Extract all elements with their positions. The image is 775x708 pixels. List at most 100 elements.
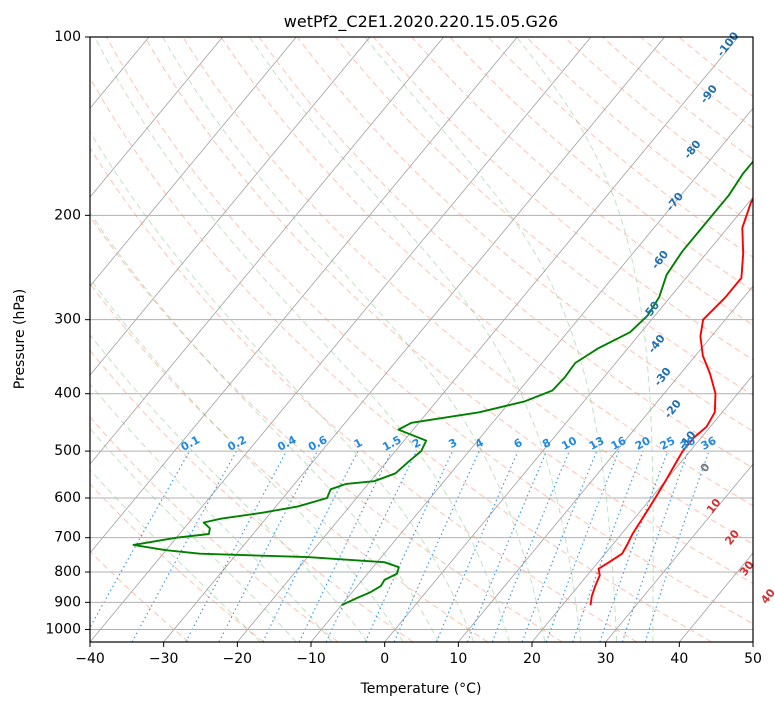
mixing-ratio-line (466, 450, 548, 642)
dry-adiabat-label: -40 (645, 332, 668, 356)
dry-adiabat-line (90, 483, 264, 642)
isotherm-line (310, 107, 753, 642)
dry-adiabat-label: 10 (704, 496, 724, 516)
mixing-ratio-label: 36 (699, 434, 719, 453)
dry-adiabat-line (373, 37, 753, 361)
moist-adiabat-line (94, 37, 510, 642)
temperature-line (589, 197, 753, 606)
dry-adiabat-line (90, 76, 712, 642)
moist-adiabat-line (90, 383, 333, 642)
isotherm-line (237, 37, 739, 642)
dry-adiabat-line (90, 282, 488, 642)
y-tick-label: 400 (54, 386, 81, 402)
dry-adiabat-label: -90 (698, 82, 721, 106)
isotherm-line (90, 37, 444, 465)
mixing-ratio-label: 25 (658, 434, 678, 453)
x-axis-label: Temperature (°C) (360, 681, 482, 697)
mixing-ratio-label: 4 (473, 436, 486, 451)
mixing-ratio-label: 3 (446, 436, 459, 451)
y-tick-label: 200 (54, 207, 81, 223)
moist-adiabat-line (364, 37, 618, 642)
mixing-ratio-line (185, 450, 287, 642)
isotherm-line (0, 37, 2, 642)
dry-adiabat-line (296, 37, 753, 432)
mixing-ratio-line (393, 450, 480, 642)
x-tick-label: 20 (523, 651, 541, 667)
dry-adiabat-label: -100 (714, 29, 741, 59)
y-tick-label: 800 (54, 564, 81, 580)
mixing-ratio-line (298, 450, 393, 642)
dry-adiabat-line (90, 147, 638, 642)
dry-adiabat-line (602, 37, 753, 161)
dry-adiabat-line (487, 37, 753, 258)
moist-adiabat-line (249, 37, 582, 642)
dry-adiabat-line (220, 37, 753, 507)
isotherm-line (163, 37, 665, 642)
mixing-ratio-line (545, 450, 620, 642)
isotherm-line (531, 374, 753, 642)
mixing-ratio-line (644, 450, 710, 642)
isotherm-line (605, 463, 753, 642)
y-tick-label: 900 (54, 594, 81, 610)
dry-adiabat-line (90, 550, 190, 642)
isotherm-line (90, 37, 592, 642)
mixing-ratio-line (90, 450, 191, 629)
moist-adiabat-line (90, 211, 439, 642)
dry-adiabat-line (90, 215, 563, 642)
x-tick-label: −10 (296, 651, 326, 667)
y-tick-label: 100 (54, 29, 81, 45)
mixing-ratio-label: 6 (512, 436, 525, 451)
mixing-ratio-line (435, 450, 519, 642)
dry-adiabat-label: -60 (649, 248, 672, 272)
dewpoint-line (132, 160, 753, 607)
chart-title: wetPf2_C2E1.2020.220.15.05.G26 (284, 12, 558, 32)
isotherm-line (384, 196, 753, 642)
mixing-ratio-label: 13 (587, 434, 607, 453)
isotherm-line (90, 37, 518, 554)
moist-adiabat-line (516, 37, 654, 642)
mixing-ratio-line (572, 450, 644, 642)
isotherm-line (90, 37, 297, 287)
dry-adiabat-line (449, 37, 753, 292)
y-axis-label: Pressure (hPa) (12, 289, 28, 389)
mixing-ratio-line (325, 450, 417, 642)
mixing-ratio-label: 30 (678, 434, 698, 453)
x-tick-label: −40 (75, 651, 105, 667)
mixing-ratio-label: 1 (352, 436, 365, 451)
mixing-ratio-line (262, 450, 359, 642)
dry-adiabat-label: 40 (758, 586, 775, 606)
mixing-ratio-label: 10 (559, 434, 579, 453)
mixing-ratio-label: 8 (540, 436, 553, 451)
y-tick-label: 1000 (45, 621, 81, 637)
x-axis-ticks: −40 −30 −20 −10 0 10 20 30 40 50 (75, 642, 762, 667)
dry-adiabat-line (90, 349, 414, 642)
x-tick-label: 40 (670, 651, 688, 667)
isotherm-line (679, 552, 753, 642)
x-tick-label: −20 (223, 651, 253, 667)
profile-lines (132, 160, 753, 607)
x-tick-label: 50 (744, 651, 762, 667)
moist-adiabat-line (90, 334, 369, 642)
mixing-ratio-line (521, 450, 598, 642)
mixing-ratio-label: 16 (609, 434, 629, 453)
moist-adiabat-line (90, 277, 404, 642)
mixing-ratio-line (364, 450, 454, 642)
y-tick-label: 300 (54, 312, 81, 328)
dry-adiabat-line (563, 37, 753, 193)
mixing-ratio-line (599, 450, 669, 642)
mixing-ratio-line (621, 450, 689, 642)
dry-adiabat-line (258, 37, 753, 469)
y-tick-label: 500 (54, 443, 81, 459)
y-axis-ticks: 100 200 300 400 500 600 700 800 900 1000 (45, 29, 90, 637)
y-tick-label: 700 (54, 530, 81, 546)
isotherm-line (90, 37, 371, 376)
x-tick-label: 0 (380, 651, 389, 667)
isotherm-line (752, 641, 753, 642)
y-tick-label: 600 (54, 490, 81, 506)
background-lines (0, 37, 753, 642)
mixing-ratio-label: 20 (633, 434, 653, 453)
x-tick-label: −30 (149, 651, 179, 667)
dry-adiabat-line (182, 37, 753, 545)
dry-adiabat-line (335, 37, 753, 396)
